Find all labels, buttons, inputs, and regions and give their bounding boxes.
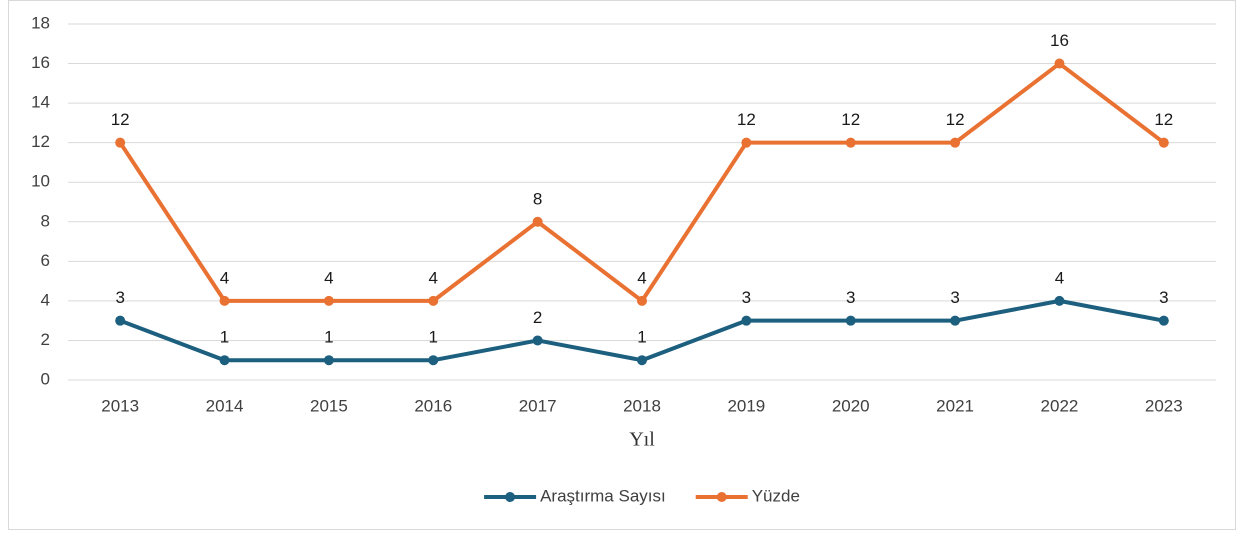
data-label: 12 [841, 110, 860, 129]
series-marker [1158, 137, 1169, 148]
data-label: 12 [1154, 110, 1173, 129]
x-tick-label: 2023 [1145, 396, 1183, 415]
y-tick-label: 2 [41, 330, 50, 349]
y-tick-label: 8 [41, 211, 50, 230]
data-label: 1 [429, 328, 438, 347]
x-tick-label: 2013 [101, 396, 139, 415]
data-label: 1 [637, 328, 646, 347]
data-label: 3 [742, 288, 751, 307]
data-label: 12 [737, 110, 756, 129]
data-label: 12 [111, 110, 130, 129]
x-tick-label: 2016 [414, 396, 452, 415]
data-label: 4 [1055, 268, 1064, 287]
series-marker [637, 355, 647, 366]
y-tick-label: 14 [31, 93, 50, 112]
y-tick-label: 10 [31, 172, 50, 191]
series-marker [323, 295, 334, 306]
series-marker [115, 137, 126, 148]
series-marker [950, 315, 961, 326]
series-marker [1054, 58, 1065, 69]
series-marker [219, 355, 230, 366]
y-tick-label: 18 [31, 13, 50, 32]
series-marker [1054, 295, 1065, 306]
data-label: 1 [324, 328, 333, 347]
y-tick-label: 4 [41, 290, 50, 309]
legend-label: Araştırma Sayısı [540, 486, 666, 505]
data-label: 4 [637, 268, 646, 287]
series-marker [741, 137, 752, 148]
legend-label: Yüzde [752, 486, 800, 505]
x-tick-label: 2017 [519, 396, 557, 415]
x-tick-label: 2018 [623, 396, 661, 415]
series-marker [741, 315, 752, 326]
chart-border [8, 0, 1236, 530]
data-label: 3 [1159, 288, 1168, 307]
data-label: 3 [846, 288, 855, 307]
series-marker [323, 355, 334, 366]
x-axis-label: Yıl [629, 429, 655, 451]
series-marker [115, 315, 126, 326]
data-label: 4 [220, 268, 229, 287]
x-tick-label: 2014 [206, 396, 244, 415]
x-tick-label: 2022 [1041, 396, 1079, 415]
series-marker [1158, 315, 1169, 326]
data-label: 3 [115, 288, 124, 307]
x-tick-label: 2019 [727, 396, 765, 415]
series-marker [950, 137, 961, 148]
x-tick-label: 2021 [936, 396, 974, 415]
series-marker [532, 335, 543, 346]
data-label: 8 [533, 189, 542, 208]
series-marker [845, 137, 856, 148]
series-marker [637, 295, 647, 306]
x-tick-label: 2020 [832, 396, 870, 415]
data-label: 4 [429, 268, 438, 287]
legend-marker [716, 492, 727, 502]
series-marker [845, 315, 856, 326]
y-tick-label: 12 [31, 132, 50, 151]
data-label: 4 [324, 268, 333, 287]
data-label: 1 [220, 328, 229, 347]
data-label: 12 [946, 110, 965, 129]
series-marker [428, 355, 439, 366]
y-tick-label: 6 [41, 251, 50, 270]
y-tick-label: 16 [31, 53, 50, 72]
legend-marker [505, 492, 516, 502]
y-tick-label: 0 [41, 369, 50, 388]
data-label: 3 [950, 288, 959, 307]
series-marker [428, 295, 439, 306]
data-label: 16 [1050, 31, 1069, 50]
data-label: 2 [533, 308, 542, 327]
series-marker [532, 216, 543, 227]
series-marker [219, 295, 230, 306]
x-tick-label: 2015 [310, 396, 348, 415]
